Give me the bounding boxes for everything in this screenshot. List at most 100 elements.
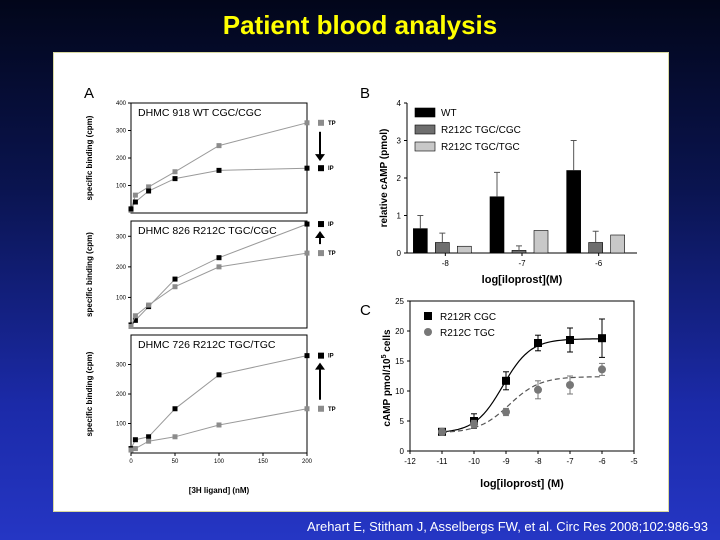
- panel-b-legend-swatch-wt: [414, 107, 436, 118]
- panel-b-ytick-label: 1: [397, 212, 402, 221]
- panel-c-xtick-label: -5: [630, 457, 638, 466]
- panel-c-point-r212c-tgc: [470, 420, 478, 428]
- panel-b-bar-r212c-tgc-tgc: [533, 230, 549, 254]
- panel-b-legend-swatch-r212c-tgc-tgc: [414, 141, 436, 152]
- panel-c-point-r212c-tgc: [502, 408, 510, 416]
- panel-c-point-r212r-cgc: [502, 376, 510, 385]
- panel-c-ytick-label: 5: [400, 417, 405, 426]
- panel-c-legend-label-r212c-tgc: R212C TGC: [440, 328, 495, 339]
- panel-c-ytick-label: 10: [395, 387, 404, 396]
- panel-b-legend-label-r212c-tgc-cgc: R212C TGC/CGC: [441, 125, 521, 136]
- panel-a-ytick-label: 200: [116, 265, 127, 271]
- panel-a-ytick-label: 200: [116, 392, 127, 398]
- panel-c-xtick-label: -10: [468, 457, 480, 466]
- panel-a-point-ip: [132, 199, 138, 205]
- panel-a-frame-1: [130, 102, 308, 214]
- panel-a-fit-line-ip: [130, 355, 308, 449]
- panel-a-point-ip: [146, 188, 152, 194]
- panel-a-legend-marker-ip: [318, 352, 324, 359]
- panel-a-point-ip: [216, 255, 222, 261]
- panel-b-bar-r212c-tgc-tgc: [457, 245, 472, 254]
- panel-a-legend-label-tp: TP: [328, 407, 336, 413]
- panel-b-bar-wt: [566, 170, 581, 254]
- panel-a-ylabel: specific binding (cpm): [85, 232, 94, 317]
- panel-c-xtick-label: -9: [502, 457, 510, 466]
- panel-a-ytick-label: 100: [116, 295, 127, 301]
- panel-b-legend-label-wt: WT: [441, 108, 457, 119]
- panel-a-point-tp: [132, 313, 138, 319]
- panel-b-bar-wt: [489, 196, 505, 254]
- panel-a-xtick-label: 100: [214, 459, 225, 465]
- panel-a-point-tp: [146, 302, 152, 308]
- panel-b-bar-r212c-tgc-tgc: [610, 234, 625, 254]
- panel-a-point-ip: [304, 221, 310, 227]
- panel-a-fit-line-tp: [130, 122, 308, 211]
- panel-b-xtick-label: -7: [518, 259, 526, 268]
- panel-a-ytick-label: 100: [116, 184, 127, 190]
- panel-a-point-ip: [304, 165, 310, 171]
- panel-a-fit-line-ip: [130, 223, 308, 326]
- panel-b-xlabel: log[iloprost](M): [482, 274, 563, 286]
- panel-c-point-r212r-cgc: [566, 336, 574, 344]
- panel-a-ytick-label: 300: [116, 234, 127, 240]
- panel-a-legend-label-ip: IP: [328, 354, 334, 360]
- panel-a-point-tp: [304, 406, 310, 412]
- panel-c-xtick-label: -12: [404, 457, 416, 466]
- panel-a-arrow-head-2: [315, 231, 325, 239]
- panel-a-point-tp: [172, 169, 178, 175]
- panel-a-xtick-label: 200: [302, 459, 313, 465]
- panel-c-point-r212r-cgc: [534, 339, 542, 347]
- panel-b-letter: B: [360, 85, 370, 102]
- panel-c-ytick-label: 15: [395, 357, 404, 366]
- panel-a-legend-marker-ip: [318, 165, 324, 172]
- panel-b-ytick-label: 0: [397, 249, 402, 258]
- panel-a-point-ip: [172, 406, 178, 412]
- panel-a-subplot-label: DHMC 918 WT CGC/CGC: [138, 107, 262, 119]
- panel-a-legend-marker-tp: [318, 250, 324, 257]
- panel-b-ytick-label: 3: [397, 137, 402, 146]
- panel-b-bar-r212c-tgc-cgc: [511, 250, 527, 254]
- panel-c-xtick-label: -11: [437, 457, 449, 466]
- panel-c-legend-marker-r212r-cgc: [424, 312, 432, 320]
- panel-c-point-r212c-tgc: [534, 385, 542, 394]
- panel-a-point-tp: [132, 192, 138, 198]
- panel-b-legend-label-r212c-tgc-tgc: R212C TGC/TGC: [441, 142, 520, 153]
- panel-a-ytick-label: 200: [116, 156, 127, 162]
- citation: Arehart E, Stitham J, Asselbergs FW, et …: [306, 519, 708, 534]
- panel-b-bar-r212c-tgc-cgc: [588, 242, 603, 254]
- panel-a-legend-label-ip: IP: [328, 166, 334, 172]
- panel-a-legend-label-tp: TP: [328, 251, 336, 257]
- panel-a-point-tp: [172, 434, 178, 440]
- panel-a-ytick-label: 400: [116, 101, 127, 107]
- panel-a-point-tp: [146, 184, 152, 190]
- panel-c-xlabel: log[iloprost] (M): [480, 478, 564, 490]
- panel-c-frame: [409, 300, 635, 452]
- panel-a-ylabel: specific binding (cpm): [85, 351, 94, 436]
- panel-a-xtick-label: 50: [172, 459, 179, 465]
- panel-a-fit-line-tp: [130, 252, 308, 327]
- panel-a-point-ip: [132, 437, 138, 443]
- panel-a-point-ip: [172, 176, 178, 182]
- panel-c-fit-curve-r212c-tgc: [441, 376, 603, 433]
- panel-a-ylabel: specific binding (cpm): [85, 115, 94, 200]
- panel-b-xtick-label: -6: [595, 259, 603, 268]
- panel-a-ytick-label: 100: [116, 422, 127, 428]
- panel-a-point-tp: [132, 446, 138, 452]
- panel-b-bar-r212c-tgc-cgc: [435, 242, 450, 254]
- panel-b-ytick-label: 2: [397, 174, 402, 183]
- panel-a-point-ip: [128, 206, 134, 212]
- panel-a-fit-line-ip: [130, 167, 308, 210]
- panel-a-ytick-label: 300: [116, 363, 127, 369]
- panel-b-xtick-label: -8: [442, 259, 450, 268]
- panel-c-legend-label-r212r-cgc: R212R CGC: [440, 312, 496, 323]
- panel-a-point-ip: [132, 317, 138, 323]
- panel-c-xtick-label: -7: [566, 457, 574, 466]
- panel-a-letter: A: [84, 85, 94, 102]
- panel-a-point-ip: [172, 276, 178, 282]
- panel-a-ytick-label: 300: [116, 129, 127, 135]
- panel-a-frame-2: [130, 220, 308, 329]
- panel-c-point-r212c-tgc: [566, 381, 574, 389]
- panel-a-legend-marker-ip: [318, 221, 324, 228]
- panel-c-xtick-label: -8: [534, 457, 542, 466]
- panel-a-point-tp: [128, 323, 134, 329]
